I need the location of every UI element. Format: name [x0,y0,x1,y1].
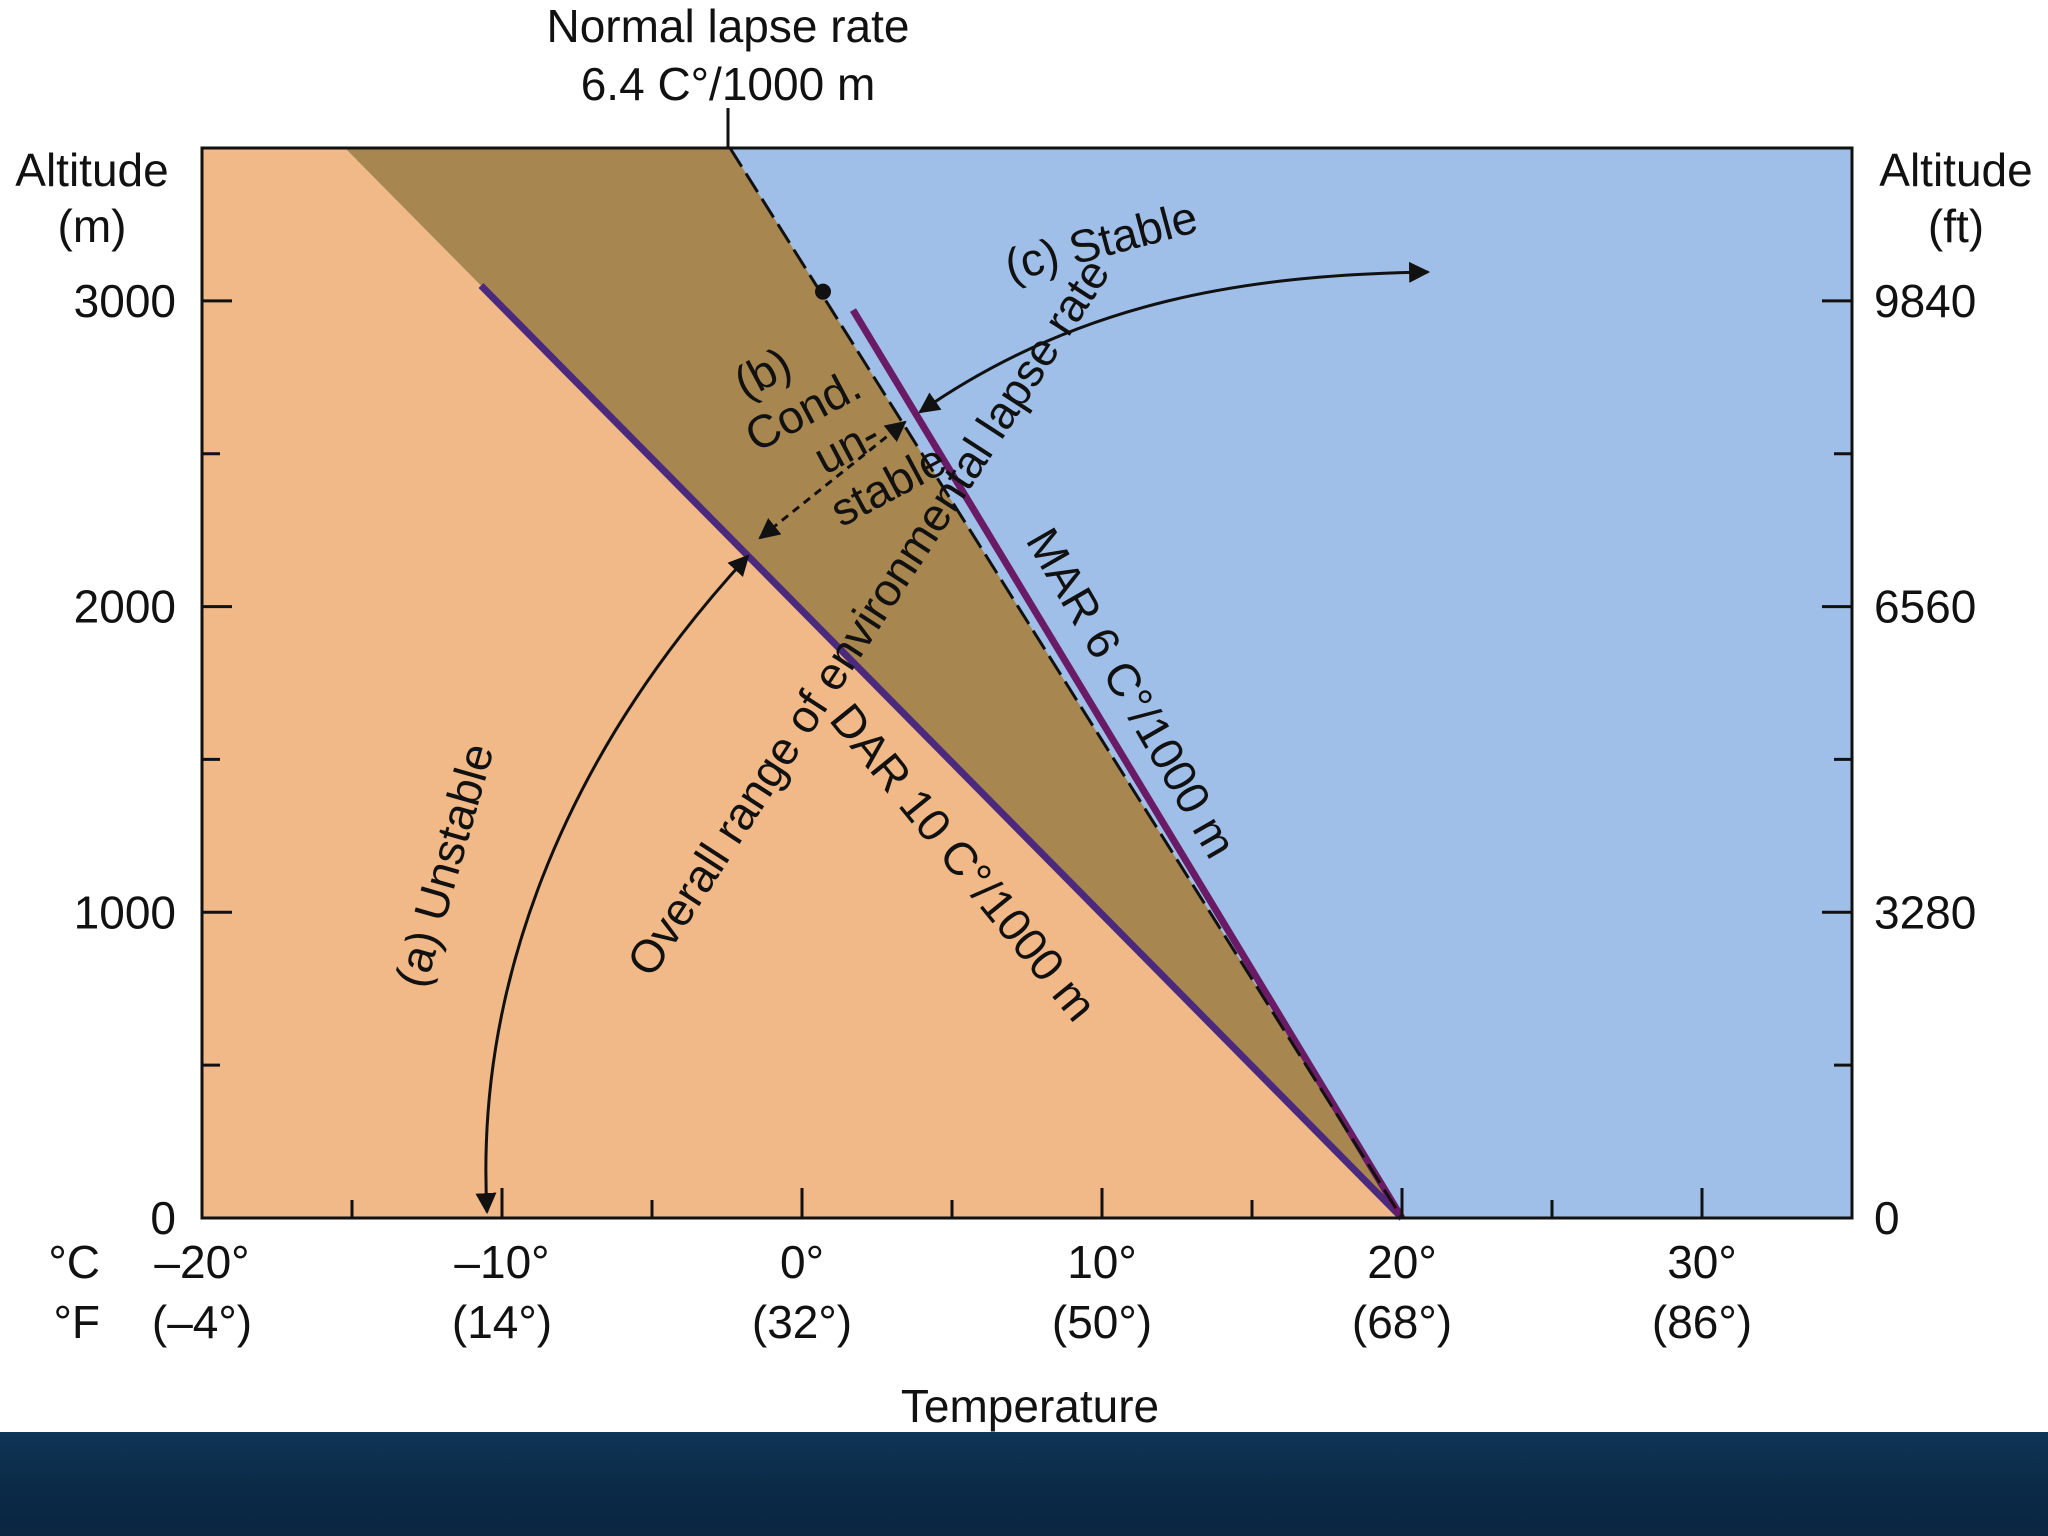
y-left-tick-label: 1000 [74,886,176,938]
x-tick-label-fahrenheit: (86°) [1652,1296,1752,1348]
unstable-arrow [475,554,750,1215]
right-axis-title-line1: Altitude [1879,144,2032,196]
x-tick-label-celsius: 20° [1367,1236,1437,1288]
tick-labels: –20° (–4°) –10° (14°) 0° (32°) 10° (50°) 20° (68°… [74,275,1977,1348]
cond-unstable-arrow [758,420,907,540]
stable-arrow [918,261,1431,414]
x-tick-label-celsius: –10° [454,1236,549,1288]
y-right-tick-label: 6560 [1874,581,1976,633]
x-tick-label-fahrenheit: (50°) [1052,1296,1152,1348]
lapse-rate-lines [478,147,1405,1221]
dar-line [478,283,1405,1221]
y-right-tick-label: 9840 [1874,275,1976,327]
y-right-tick-label: 3280 [1874,886,1976,938]
stability-regions [202,148,1852,1218]
fahrenheit-unit-label: °F [54,1296,101,1348]
normal-lapse-title: Normal lapse rate [546,0,909,52]
lapse-rate-dot [815,283,831,300]
x-tick-label-celsius: 30° [1667,1236,1737,1288]
x-tick-label-celsius: 0° [780,1236,824,1288]
x-axis-title: Temperature [901,1380,1159,1432]
x-tick-label-celsius: –20° [154,1236,249,1288]
plot-frame [200,146,1854,1220]
left-axis-title-line1: Altitude [15,144,168,196]
x-tick-label-fahrenheit: (68°) [1352,1296,1452,1348]
x-tick-label-fahrenheit: (32°) [752,1296,852,1348]
normal-lapse-rate: 6.4 C°/1000 m [581,58,876,110]
celsius-unit-label: °C [48,1236,100,1288]
bottom-band [0,1432,2048,1536]
y-left-tick-label: 2000 [74,581,176,633]
y-left-tick-label: 3000 [74,275,176,327]
x-tick-label-celsius: 10° [1067,1236,1137,1288]
normal-lapse-line [728,147,1404,1219]
y-left-tick-label: 0 [150,1192,176,1244]
y-right-tick-label: 0 [1874,1192,1900,1244]
mar-line [850,308,1405,1220]
right-axis-title-line2: (ft) [1928,200,1984,252]
x-tick-label-fahrenheit: (14°) [452,1296,552,1348]
x-tick-label-fahrenheit: (–4°) [152,1296,252,1348]
left-axis-title-line2: (m) [58,200,127,252]
annotation-arrows [475,261,1431,1215]
